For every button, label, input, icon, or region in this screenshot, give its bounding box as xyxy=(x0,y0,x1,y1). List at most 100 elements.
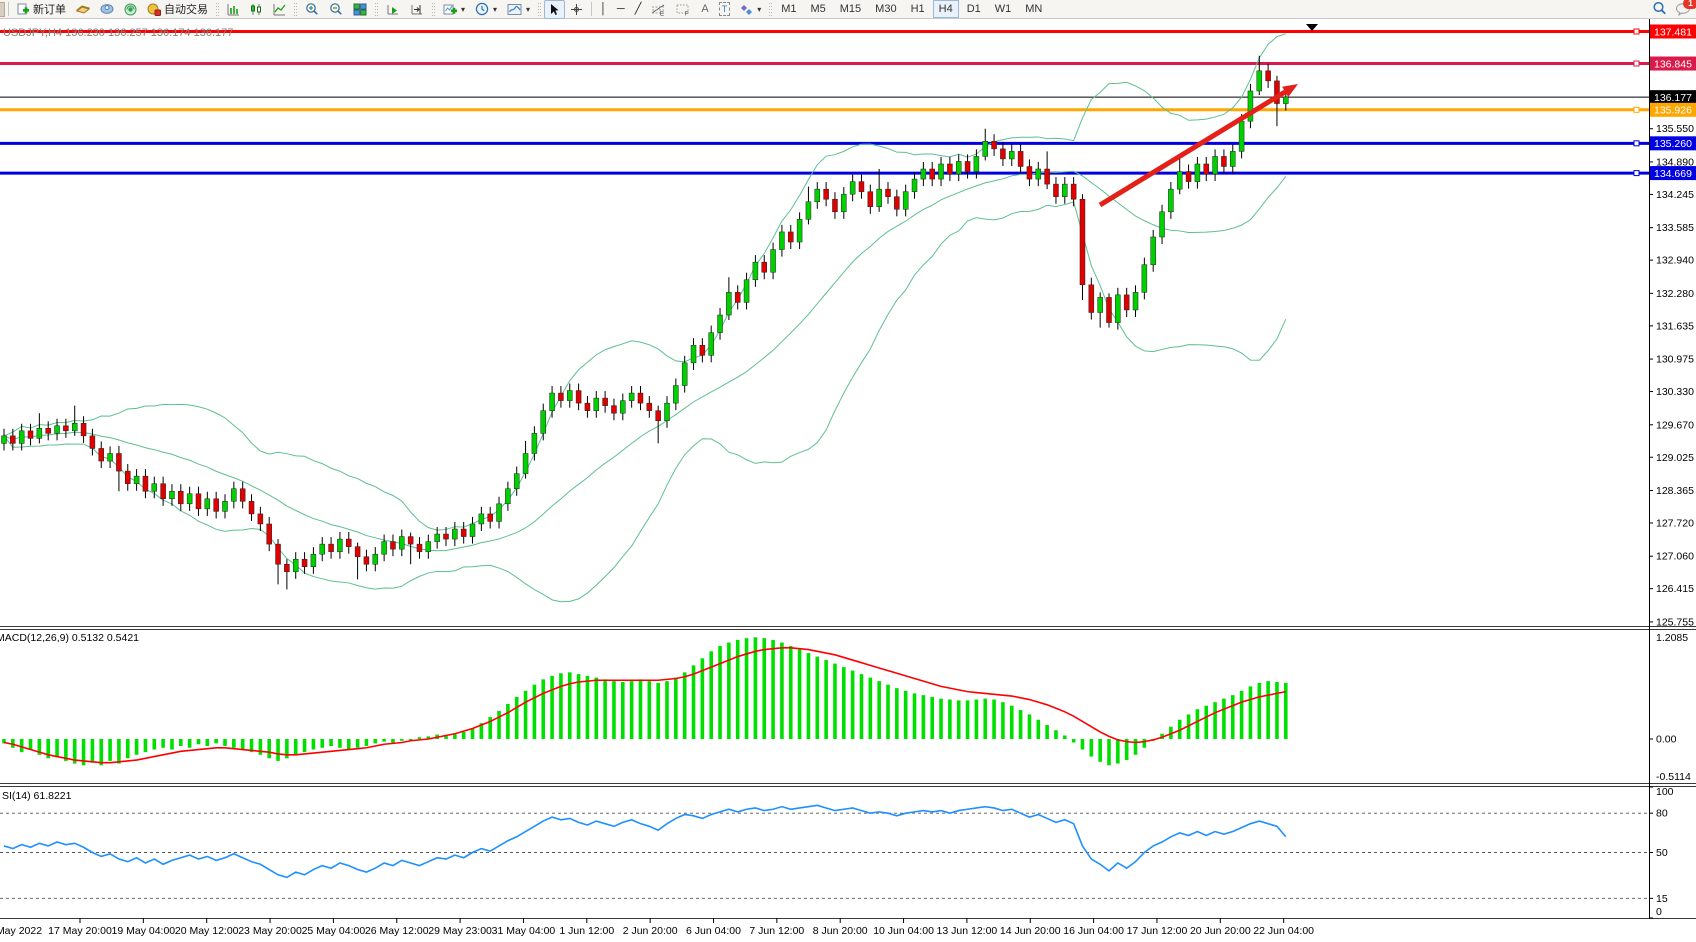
vertical-line-button[interactable]: │ xyxy=(595,0,612,19)
timeframe-m1-button[interactable]: M1 xyxy=(781,3,797,15)
macd-histogram-bar xyxy=(735,639,740,739)
macd-histogram-bar xyxy=(797,649,802,739)
rsi-level-label: 0 xyxy=(1656,906,1662,918)
candle-body xyxy=(1247,90,1254,122)
bar-chart-button[interactable] xyxy=(222,0,245,19)
price-pane[interactable] xyxy=(0,18,1649,626)
candle-body xyxy=(558,392,564,401)
time-axis-label: 2 Jun 20:00 xyxy=(623,925,678,937)
auto-scroll-icon xyxy=(386,3,400,16)
hline-handle[interactable] xyxy=(1633,140,1640,147)
macd-histogram-bar xyxy=(576,674,581,739)
price-tick-label: 132.280 xyxy=(1656,288,1694,300)
notifications-button[interactable]: 1 xyxy=(1675,0,1696,19)
candle-body xyxy=(1097,297,1103,313)
candle-body xyxy=(160,483,166,500)
macd-histogram-bar xyxy=(886,684,890,739)
tile-windows-button[interactable] xyxy=(348,0,372,19)
macd-histogram-bar xyxy=(815,656,820,739)
macd-histogram-bar xyxy=(37,739,42,755)
macd-histogram-bar xyxy=(559,673,563,739)
macd-histogram-bar xyxy=(603,679,607,739)
macd-histogram-bar xyxy=(81,739,86,766)
macd-histogram-bar xyxy=(400,739,404,741)
candle-body xyxy=(275,543,281,565)
template-button[interactable]: ▾ xyxy=(502,0,535,19)
timeframe-d1-button[interactable]: D1 xyxy=(966,3,981,15)
macd-histogram-bar xyxy=(523,690,528,739)
hline-handle[interactable] xyxy=(1633,60,1640,67)
macd-histogram-bar xyxy=(11,739,15,748)
macd-histogram-bar xyxy=(382,739,386,742)
shapes-button[interactable]: ▾ xyxy=(735,0,766,19)
macd-histogram-bar xyxy=(868,677,873,739)
macd-histogram-bar xyxy=(656,682,660,739)
macd-histogram-bar xyxy=(709,651,713,739)
horizontal-line-button[interactable]: ─ xyxy=(612,0,630,19)
add-indicator-button[interactable]: ▾ xyxy=(438,0,470,19)
timeframe-h1-button[interactable]: H1 xyxy=(910,3,925,15)
candle-body xyxy=(354,546,361,557)
candle-body xyxy=(1150,236,1156,265)
macd-histogram-bar xyxy=(647,681,652,739)
chart-shift-button[interactable] xyxy=(405,0,429,19)
macd-histogram-bar xyxy=(833,663,837,739)
vertical-line-icon: │ xyxy=(600,3,607,15)
timeframe-m5-button[interactable]: M5 xyxy=(810,3,826,15)
trendline-button[interactable]: ╱ xyxy=(630,0,647,19)
cursor-button[interactable] xyxy=(544,0,566,19)
candle-body xyxy=(186,493,193,505)
search-icon[interactable] xyxy=(1652,1,1667,19)
macd-histogram-bar xyxy=(974,699,979,739)
template-icon xyxy=(507,3,522,16)
periodicity-button[interactable]: ▾ xyxy=(470,0,502,19)
candle-body xyxy=(1221,156,1227,167)
candle-body xyxy=(699,344,706,356)
new-order-button[interactable]: 新订单 xyxy=(12,0,71,19)
market-watch-button[interactable] xyxy=(71,0,95,19)
zoom-out-button[interactable] xyxy=(324,0,348,19)
crosshair-button[interactable] xyxy=(565,0,588,19)
auto-trading-button[interactable]: 自动交易 xyxy=(142,0,213,19)
macd-histogram-bar xyxy=(1098,739,1102,762)
price-badge-label: 137.481 xyxy=(1654,26,1692,38)
macd-histogram-bar xyxy=(629,681,634,739)
candlestick-chart-button[interactable] xyxy=(245,0,268,19)
timeframe-m30-button[interactable]: M30 xyxy=(875,3,897,15)
rsi-label: SI(14) 61.8221 xyxy=(2,790,72,802)
chart-shift-marker[interactable] xyxy=(1306,24,1318,31)
line-chart-button[interactable] xyxy=(268,0,291,19)
macd-histogram-bar xyxy=(788,646,793,739)
candle-body xyxy=(443,533,449,540)
trend-arrow-head[interactable] xyxy=(1282,84,1298,97)
candle-body xyxy=(1000,148,1006,160)
fibonacci-button[interactable]: E xyxy=(646,0,671,19)
zoom-in-button[interactable] xyxy=(300,0,324,19)
label-button[interactable]: T xyxy=(714,0,736,19)
text-button[interactable]: A xyxy=(696,0,713,19)
signals-button[interactable] xyxy=(119,0,142,19)
candle-body xyxy=(964,161,971,172)
hline-handle[interactable] xyxy=(1633,170,1640,177)
hline-handle[interactable] xyxy=(1633,106,1640,113)
timeframe-m15-button[interactable]: M15 xyxy=(839,3,862,15)
candle-body xyxy=(1230,151,1236,167)
chat-button[interactable] xyxy=(95,0,119,19)
price-tick-label: 135.550 xyxy=(1656,123,1694,135)
macd-histogram-bar xyxy=(1222,698,1226,739)
price-tick-label: 127.720 xyxy=(1656,517,1694,529)
time-axis-label: 1 Jun 12:00 xyxy=(559,925,614,937)
timeframe-w1-button[interactable]: W1 xyxy=(994,3,1012,15)
hline-handle[interactable] xyxy=(1633,28,1640,35)
candle-body xyxy=(195,493,202,510)
macd-histogram-bar xyxy=(302,739,307,753)
time-axis-label: 6 Jun 04:00 xyxy=(686,925,741,937)
candle-body xyxy=(673,385,679,404)
candle-body xyxy=(1141,264,1148,293)
channel-button[interactable]: F xyxy=(671,0,696,19)
timeframe-h4-button[interactable]: H4 xyxy=(932,0,959,18)
timeframe-mn-button[interactable]: MN xyxy=(1025,3,1043,15)
auto-scroll-button[interactable] xyxy=(381,0,405,19)
trend-arrow[interactable] xyxy=(1098,89,1287,208)
